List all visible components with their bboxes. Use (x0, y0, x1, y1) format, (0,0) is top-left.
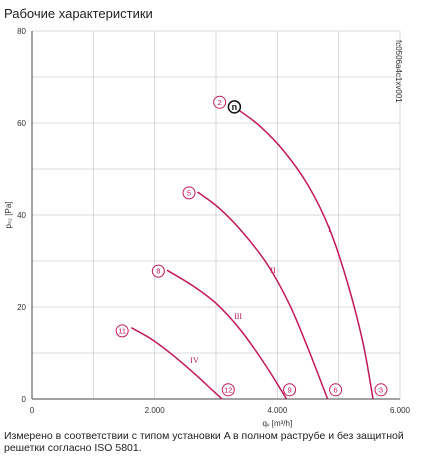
x-tick-label: 0 (30, 406, 35, 415)
marker-label: 6 (334, 385, 338, 394)
y-tick-label: 60 (17, 119, 26, 128)
page-title: Рабочие характеристики (4, 6, 153, 21)
marker-circle (115, 324, 129, 338)
marker-label: 12 (224, 385, 232, 394)
chart-axes: 0 2.000 4.000 6.000 0 20 40 60 80 qᵥ [m³/h] pₛ₂ [P… (4, 27, 411, 428)
marker-label: 9 (288, 385, 292, 394)
marker-circle (329, 383, 343, 397)
curve-label-iv: IV (190, 356, 199, 365)
y-tick-label: 40 (17, 211, 26, 220)
chart-markers: 2 5 8 11 12 9 6 3 n (115, 95, 388, 397)
marker-circle (151, 264, 165, 278)
y-tick-label: 20 (17, 303, 26, 312)
curve-label-ii: II (270, 266, 276, 275)
marker-label: 3 (379, 385, 383, 394)
x-tick-label: 6.000 (390, 406, 411, 415)
x-tick-label: 4.000 (267, 406, 288, 415)
figure-code: fc0506a4c1xv001 (394, 40, 403, 103)
curve-ii (197, 191, 329, 400)
curve-label-iii: III (234, 312, 242, 321)
y-axis-label: pₛ₂ [Pa] (4, 202, 13, 229)
marker-label: 2 (218, 98, 222, 107)
marker-circle (213, 95, 227, 109)
nominal-point-circle (227, 100, 242, 114)
nominal-point-label: n (232, 102, 238, 112)
marker-circle (221, 383, 235, 397)
x-tick-label: 2.000 (145, 406, 166, 415)
measurement-note: Измерено в соответствии с типом установк… (4, 430, 404, 454)
curve-label-i: I (328, 225, 331, 234)
y-tick-label: 80 (17, 27, 26, 36)
y-tick-label: 0 (22, 395, 27, 404)
x-axis-label: qᵥ [m³/h] (262, 419, 292, 428)
marker-circle (374, 383, 388, 397)
performance-chart: 0 2.000 4.000 6.000 0 20 40 60 80 qᵥ [m³/h] pₛ₂ [P… (4, 27, 411, 428)
marker-label: 5 (187, 189, 191, 198)
curve-iv (130, 327, 223, 400)
chart-grid (31, 30, 401, 400)
marker-label: 8 (156, 267, 160, 276)
marker-label: 11 (118, 327, 126, 336)
curve-iii (166, 269, 288, 400)
marker-circle (182, 186, 196, 200)
chart-curves (130, 108, 374, 400)
curve-i (237, 108, 374, 400)
marker-circle (283, 383, 297, 397)
